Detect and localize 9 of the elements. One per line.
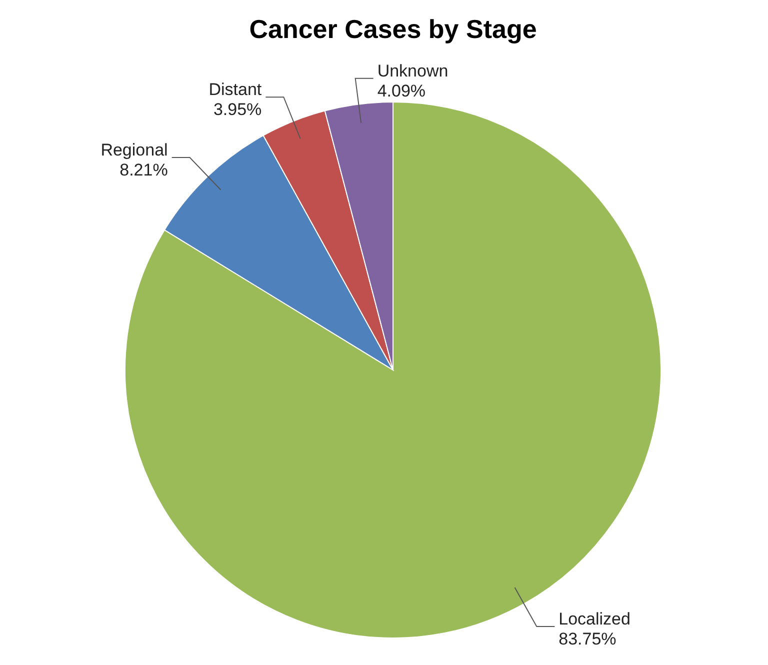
slice-label: Localized [558, 610, 630, 629]
data-label: 4.09% [377, 81, 426, 100]
slice-label: Regional [100, 140, 168, 160]
data-label: 3.95% [213, 100, 262, 120]
data-label: 83.75% [558, 630, 616, 649]
data-label: 8.21% [120, 160, 168, 180]
chart-title: Cancer Cases by Stage [249, 14, 537, 44]
slice-label: Unknown [377, 61, 448, 80]
slice-label: Distant [208, 80, 262, 100]
